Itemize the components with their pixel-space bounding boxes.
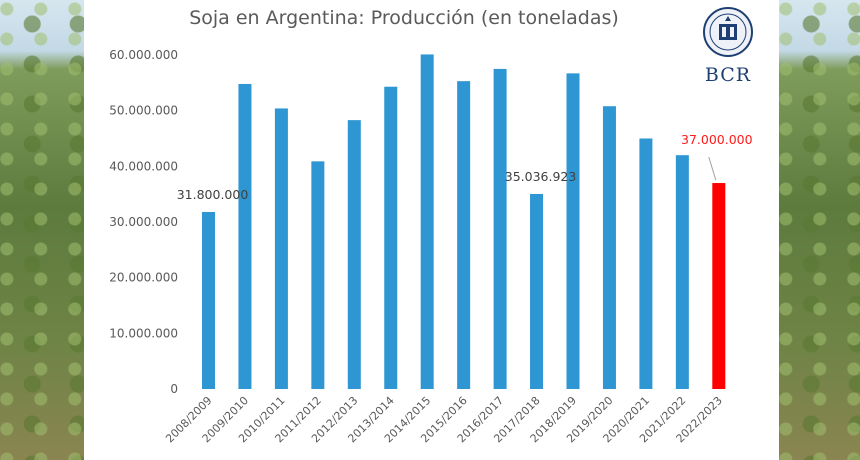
y-tick-label: 60.000.000: [109, 48, 178, 62]
chart-panel: Soja en Argentina: Producción (en tonela…: [84, 0, 779, 460]
y-tick-label: 0: [170, 382, 178, 396]
data-label: 35.036.923: [505, 169, 577, 184]
y-tick-label: 30.000.000: [109, 215, 178, 229]
bar: [457, 81, 471, 389]
bar: [639, 138, 653, 389]
bar: [675, 155, 689, 389]
y-tick-label: 40.000.000: [109, 159, 178, 173]
bcr-logo: BCR: [698, 2, 758, 88]
bar: [602, 106, 616, 390]
bar: [202, 211, 215, 389]
chart-title: Soja en Argentina: Producción (en tonela…: [189, 7, 619, 29]
bar: [493, 68, 507, 390]
bcr-seal-icon: [703, 7, 753, 57]
data-label-leader: [708, 156, 717, 181]
data-label: 31.800.000: [177, 187, 249, 202]
y-tick-label: 10.000.000: [109, 326, 178, 340]
bar: [238, 83, 252, 390]
bar-chart: 0 10.000.000 20.000.000 30.000.000 40.000.00…: [109, 48, 753, 445]
logo-text: BCR: [704, 64, 752, 86]
bar: [530, 193, 544, 389]
bar: [274, 108, 288, 389]
bar: [566, 73, 580, 390]
bar: [311, 161, 325, 389]
bar-highlighted: [712, 183, 726, 389]
data-label: 37.000.000: [681, 132, 753, 147]
background-field-left: [0, 0, 84, 460]
bar: [347, 120, 361, 389]
background-field-right: [779, 0, 860, 460]
bar: [420, 54, 434, 390]
bar: [384, 86, 398, 389]
y-tick-label: 50.000.000: [109, 104, 178, 118]
y-tick-label: 20.000.000: [109, 271, 178, 285]
